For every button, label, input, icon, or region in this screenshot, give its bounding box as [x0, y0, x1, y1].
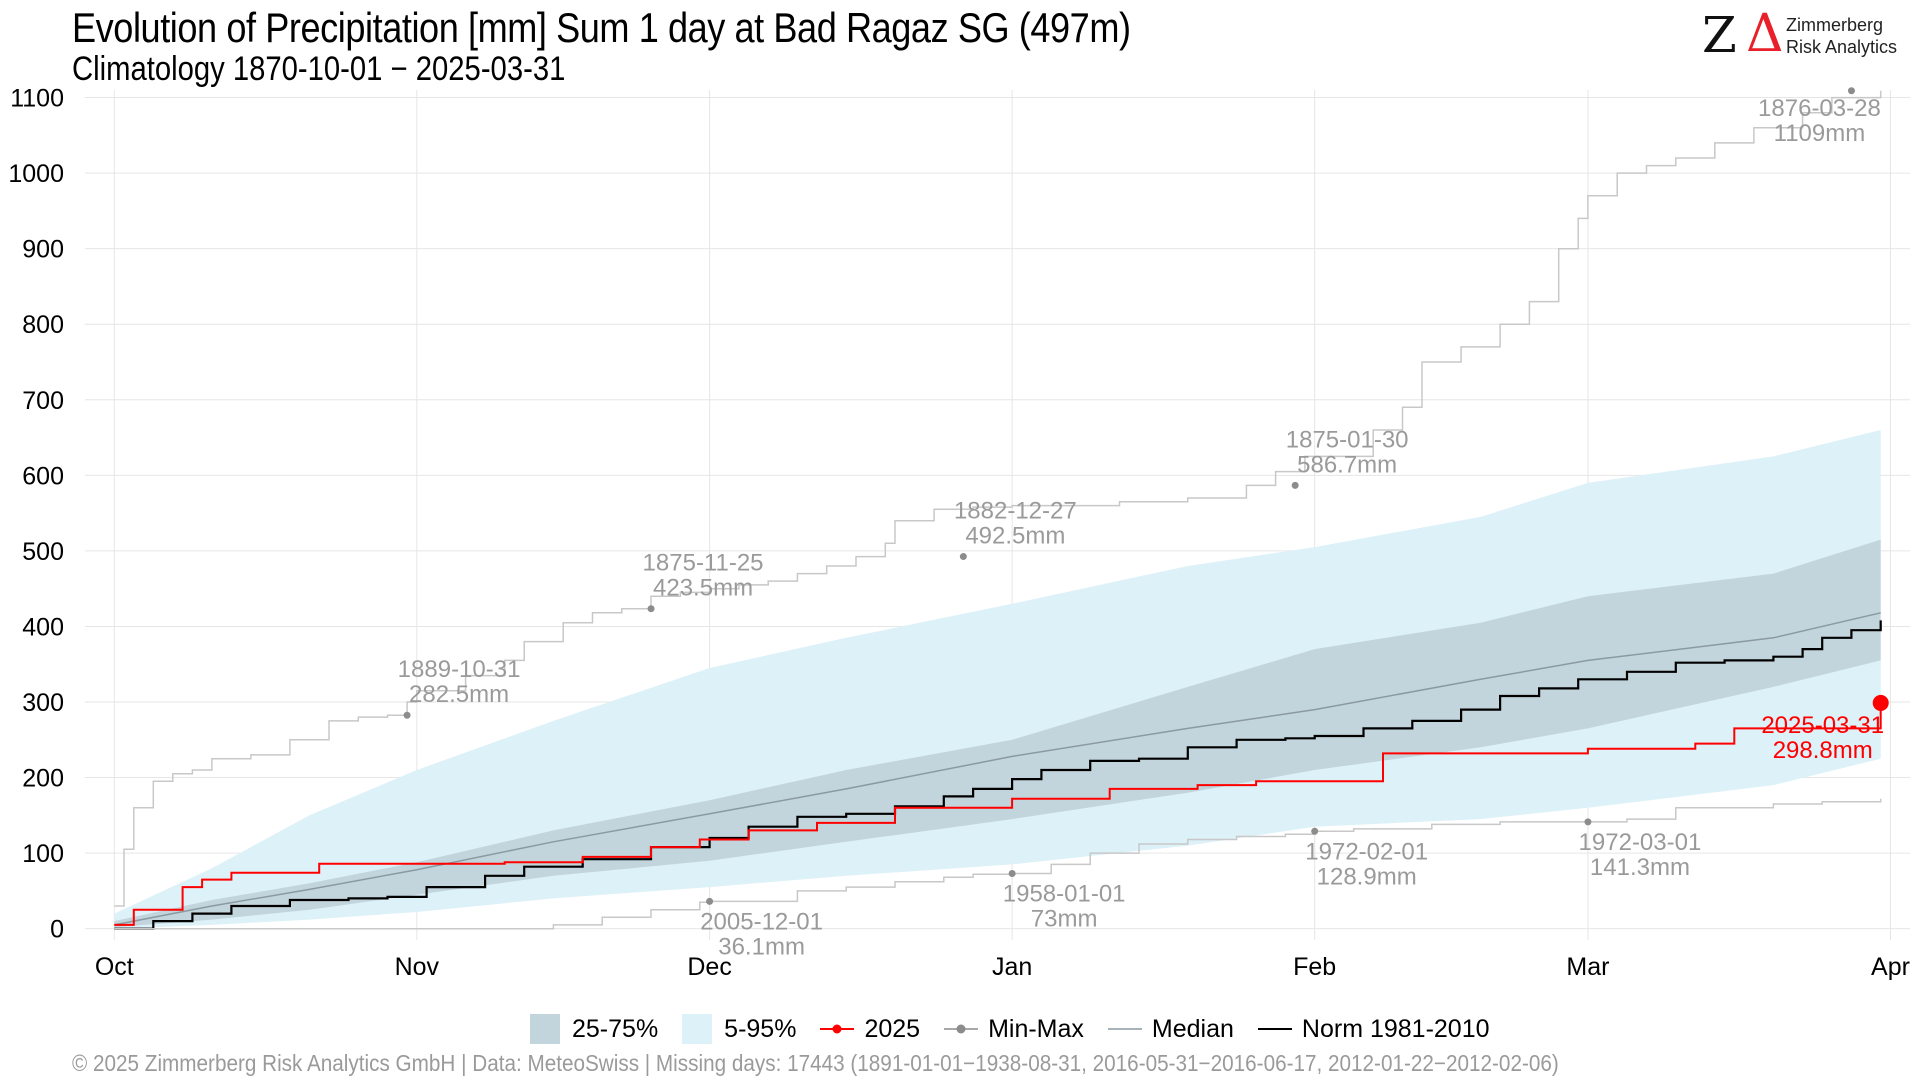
x-tick-label: Nov	[395, 953, 440, 981]
axis-layer: 0 100 200 300 400 500 600 700 800 900 1000 1100 Oct N…	[8, 85, 1910, 981]
y-tick-label: 500	[22, 538, 64, 566]
y-tick-label: 400	[22, 613, 64, 641]
legend-label-median: Median	[1151, 1014, 1234, 1043]
current-year-line	[114, 702, 1882, 926]
y-tick-label: 0	[50, 916, 64, 944]
median-line	[114, 612, 1881, 926]
legend-label-5-95: 5-95%	[724, 1014, 797, 1043]
point-layer	[403, 87, 1889, 905]
legend-label-25-75: 25-75%	[572, 1014, 659, 1043]
logo-text-line2: Risk Analytics	[1786, 37, 1898, 57]
min-max-point	[1008, 870, 1016, 878]
min-line	[114, 798, 1882, 930]
y-tick-label: 100	[22, 840, 64, 868]
band-layer	[114, 430, 1881, 929]
legend-item-2025: 2025	[820, 1014, 920, 1044]
annotation-value: 1109mm	[1774, 120, 1866, 147]
annotation-date: 1972-03-01	[1579, 829, 1702, 856]
annotation-date: 1875-11-25	[643, 550, 764, 577]
y-tick-label: 700	[22, 387, 64, 415]
min-max-point	[1311, 827, 1319, 835]
y-tick-label: 1000	[8, 160, 64, 188]
y-tick-label: 600	[22, 462, 64, 490]
annotation-date: 1876-03-28	[1758, 95, 1881, 122]
band-25-75	[114, 539, 1881, 928]
norm-line	[114, 620, 1882, 930]
x-tick-label: Feb	[1293, 953, 1336, 981]
annotation-value: 423.5mm	[653, 575, 753, 602]
x-tick-label: Mar	[1566, 953, 1609, 981]
page-subtitle: Climatology 1870-10-01 − 2025-03-31	[72, 50, 566, 88]
min-max-point	[647, 605, 655, 613]
legend-label-norm: Norm 1981-2010	[1301, 1014, 1490, 1043]
annotation-date: 1889-10-31	[398, 656, 521, 683]
legend-glyph-norm	[1257, 1028, 1292, 1030]
annotation-value: 586.7mm	[1297, 451, 1397, 478]
y-tick-label: 1100	[10, 85, 64, 113]
annotation-value: 298.8mm	[1773, 737, 1873, 764]
min-max-point	[403, 711, 411, 719]
legend-glyph-median	[1107, 1028, 1142, 1030]
logo-text-line1: Zimmerberg	[1786, 15, 1884, 35]
band-5-95	[114, 430, 1881, 929]
min-max-point	[1584, 818, 1592, 826]
min-max-point	[1291, 481, 1299, 489]
page-title: Evolution of Precipitation [mm] Sum 1 da…	[72, 4, 1131, 51]
annotation-date: 1882-12-27	[954, 498, 1077, 525]
legend-label-2025: 2025	[864, 1014, 921, 1043]
legend-glyph-2025	[820, 1024, 855, 1034]
legend-glyph-min-max	[944, 1024, 979, 1034]
legend-item-5-95: 5-95%	[682, 1014, 796, 1044]
legend-swatch-5-95	[682, 1014, 713, 1044]
max-line	[114, 90, 1882, 907]
x-tick-label: Dec	[687, 953, 731, 981]
logo-delta-mark: Δ	[1746, 4, 1784, 64]
legend-label-min-max: Min-Max	[988, 1014, 1084, 1043]
chart-legend: 25-75% 5-95% 2025 Min-Max Median Norm 19…	[530, 1014, 1514, 1044]
annotation-value: 141.3mm	[1590, 854, 1690, 881]
logo-z-mark: Z	[1702, 6, 1737, 64]
annotation-date: 1972-02-01	[1305, 838, 1428, 865]
min-max-point	[959, 553, 967, 561]
x-tick-label: Jan	[992, 953, 1032, 981]
annotation-value: 36.1mm	[718, 933, 805, 960]
annotation-date: 1875-01-30	[1286, 426, 1409, 453]
annotation-value: 73mm	[1031, 906, 1098, 933]
min-max-point	[706, 897, 714, 905]
annotation-value: 282.5mm	[409, 681, 509, 708]
line-layer	[114, 90, 1882, 930]
legend-swatch-25-75	[530, 1014, 560, 1044]
y-tick-label: 200	[22, 765, 64, 793]
x-tick-label: Apr	[1871, 953, 1910, 981]
annotation-date: 2005-12-01	[700, 908, 823, 935]
legend-item-norm: Norm 1981-2010	[1257, 1014, 1490, 1044]
footer-caption: © 2025 Zimmerberg Risk Analytics GmbH | …	[72, 1050, 1559, 1076]
annotation-value: 128.9mm	[1317, 863, 1417, 890]
annotation-value: 492.5mm	[965, 523, 1065, 550]
company-logo: Z Δ Zimmerberg Risk Analytics	[1702, 4, 1912, 64]
x-tick-label: Oct	[95, 953, 134, 981]
legend-item-25-75: 25-75%	[530, 1014, 658, 1044]
y-tick-label: 800	[22, 311, 64, 339]
min-max-point	[1847, 87, 1855, 95]
current-year-point	[1872, 694, 1889, 711]
legend-item-min-max: Min-Max	[944, 1014, 1084, 1044]
y-tick-label: 900	[22, 236, 64, 264]
y-tick-label: 300	[22, 689, 64, 717]
annotation-date: 2025-03-31	[1761, 712, 1884, 739]
annotation-date: 1958-01-01	[1003, 881, 1126, 908]
legend-item-median: Median	[1107, 1014, 1234, 1044]
